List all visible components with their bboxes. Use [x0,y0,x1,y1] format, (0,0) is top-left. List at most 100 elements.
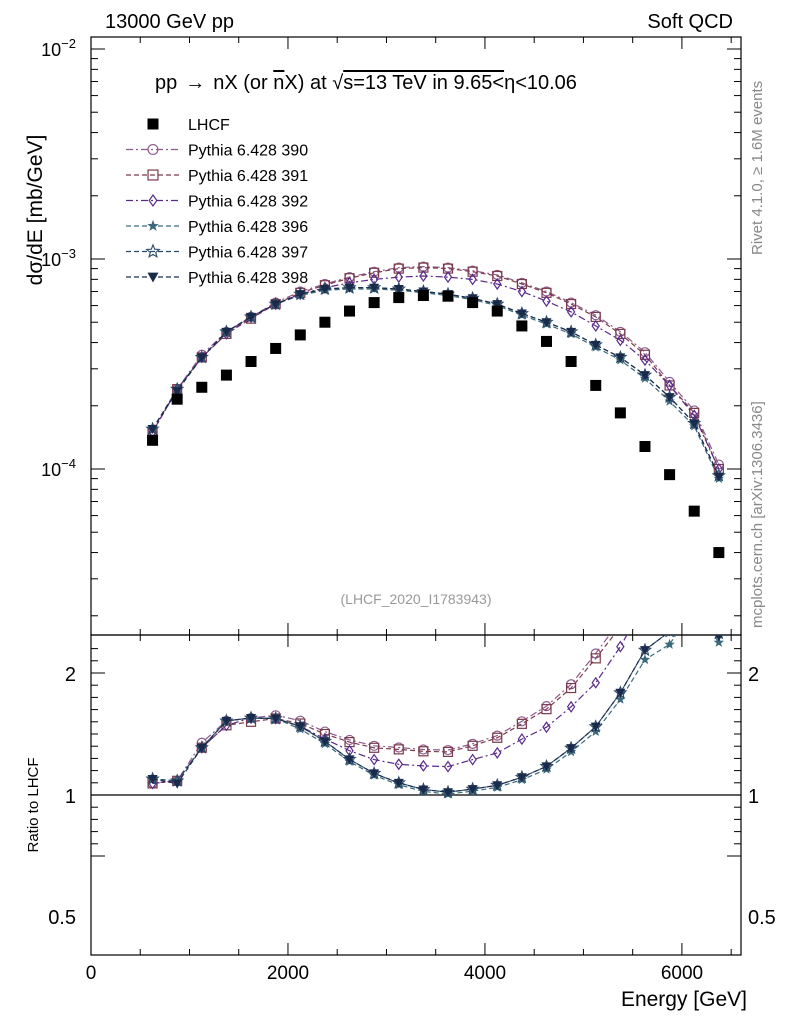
data-point [639,349,651,360]
series-pythia-6.428-390 [147,261,724,470]
ratio-point [665,588,674,597]
header-beam-label: 13000 GeV pp [105,11,234,33]
ratio-point [467,785,478,795]
data-point [221,327,232,337]
ratio-point [590,653,601,664]
legend-entry-pythia-6.428-396: Pythia 6.428 396 [126,219,308,236]
data-point [517,285,527,298]
ratio-point [566,682,577,694]
ratio-tick-label-right-2: 2 [748,664,759,686]
ratio-point [640,579,649,588]
series-pythia-6.428-397 [145,280,726,482]
analysis-id: (LHCF_2020_I1783943) [341,591,492,607]
data-point [443,271,453,284]
ratio-line [152,635,666,793]
data-point [689,419,700,429]
legend-label: LHCF [188,117,230,134]
data-point [467,266,478,277]
ratio-line [152,635,611,784]
legend-entry-pythia-6.428-392: Pythia 6.428 392 [126,194,308,211]
legend-marker [148,193,158,208]
lhcf-data-point [688,505,700,517]
lhcf-data-point [220,369,232,381]
ratio-point [516,773,527,783]
lhcf-data-point [417,290,429,302]
series-lhcf [147,290,725,559]
lhcf-data-point [319,316,331,328]
ratio-point [419,759,428,772]
ratio-point [590,722,601,732]
rivet-label: Rivet 4.1.0, ≥ 1.6M events [749,81,766,255]
data-point [639,371,650,381]
y-tick-label-1e-2: 10−2 [41,36,76,60]
y-tick-label-1e-4: 10−4 [41,456,76,480]
ratio-point [714,592,723,601]
ratio-point [689,593,699,602]
y-axis-label: dσ/dE [mb/GeV] [24,135,47,286]
legend-marker [147,169,159,181]
ratio-point [639,654,651,665]
x-axis-label: Energy [GeV] [621,988,747,1011]
ratio-point [616,616,625,625]
header-process-label: Soft QCD [647,11,733,33]
ratio-point [295,722,306,732]
ratio-point [517,733,527,746]
ratio-point [492,781,503,791]
legend-label: Pythia 6.428 391 [188,168,308,185]
ratio-point [468,753,477,766]
legend-entry-pythia-6.428-397: Pythia 6.428 397 [126,243,308,262]
legend-marker [147,272,159,283]
ratio-point [641,597,648,607]
ratio-point [639,646,650,656]
data-point [516,309,527,319]
legend: LHCF Pythia 6.428 390 Pythia 6.428 391 Pyth… [126,117,308,287]
lhcf-data-point [196,381,208,393]
data-point [418,262,429,273]
series-line [152,275,720,470]
data-point [615,353,626,363]
ratio-point [664,638,675,649]
series-pythia-6.428-398 [147,283,724,482]
ratio-point [689,602,700,612]
ratio-point [690,554,699,563]
lhcf-data-point [147,434,159,446]
ratio-point [615,688,626,698]
legend-label: Pythia 6.428 398 [188,270,308,287]
ratio-point [443,760,453,773]
data-point [246,312,257,322]
series-line [152,266,720,470]
chart-title: pp → nX (or nX) at √s=13 TeV in 9.65<η<10.… [155,72,577,94]
ratio-point [172,779,183,789]
axis-ticks [90,37,741,955]
ratio-tick-label-right-0.5: 0.5 [748,907,776,929]
data-point [566,305,576,318]
ratio-series-pythia-6.428-398 [147,593,723,798]
ratio-point [369,753,379,766]
ratio-point [690,545,699,554]
series-line [152,288,720,479]
ratio-line [152,635,615,784]
lhcf-data-point [713,547,725,559]
ratio-series-pythia-6.428-391 [147,554,699,789]
data-point [591,319,600,332]
data-point [369,267,380,278]
ratio-point [640,569,649,578]
data-point [542,295,551,308]
data-point [590,340,601,350]
legend-label: Pythia 6.428 390 [188,143,308,160]
legend-marker [147,143,159,156]
data-point [492,270,503,282]
ratio-point [566,744,577,754]
lhcf-data-point [639,440,651,452]
data-point [713,472,724,482]
data-point [493,277,502,291]
data-point [295,290,306,300]
lhcf-data-point [664,469,676,481]
lhcf-data-point [516,320,528,332]
data-point [566,298,577,310]
data-point [172,387,183,397]
ratio-point [394,758,403,771]
ratio-point [442,746,454,757]
mcplots-label: mcplots.cern.ch [arXiv:1306.3436] [749,401,766,628]
ratio-point [369,769,380,779]
